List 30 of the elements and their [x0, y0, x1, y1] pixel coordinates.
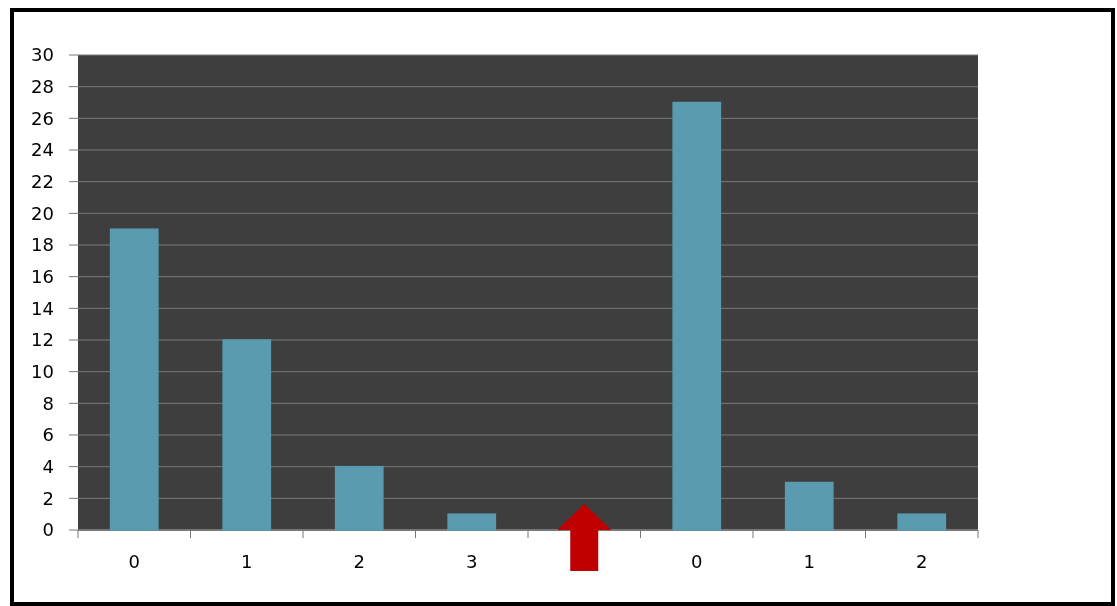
y-tick-label: 20 [31, 202, 54, 224]
y-tick-label: 16 [31, 265, 54, 287]
x-tick-label: 1 [803, 551, 815, 572]
bar [334, 465, 384, 531]
bar [447, 513, 497, 531]
y-tick-label: 24 [31, 139, 54, 161]
y-tick-label: 4 [42, 455, 54, 477]
y-tick-label: 10 [31, 360, 54, 382]
bar [222, 339, 272, 531]
y-tick-label: 28 [31, 75, 54, 97]
x-tick-label: 3 [466, 551, 478, 572]
x-tick-label: 1 [241, 551, 253, 572]
y-tick-label: 30 [31, 44, 54, 66]
y-tick-label: 0 [42, 519, 54, 541]
bar [109, 228, 159, 531]
y-tick-label: 26 [31, 107, 54, 129]
x-tick-label: 2 [916, 551, 928, 572]
x-tick-label: 0 [128, 551, 140, 572]
x-tick-label: 2 [353, 551, 365, 572]
y-tick-label: 2 [42, 487, 54, 509]
y-tick-label: 8 [42, 392, 54, 414]
y-tick-label: 12 [31, 329, 54, 351]
bar [897, 513, 947, 531]
y-tick-label: 6 [42, 424, 54, 446]
y-tick-label: 14 [31, 297, 54, 319]
y-tick-label: 18 [31, 234, 54, 256]
bar [672, 101, 722, 531]
y-tick-label: 22 [31, 170, 54, 192]
x-tick-label: 0 [691, 551, 703, 572]
bar [784, 481, 834, 531]
